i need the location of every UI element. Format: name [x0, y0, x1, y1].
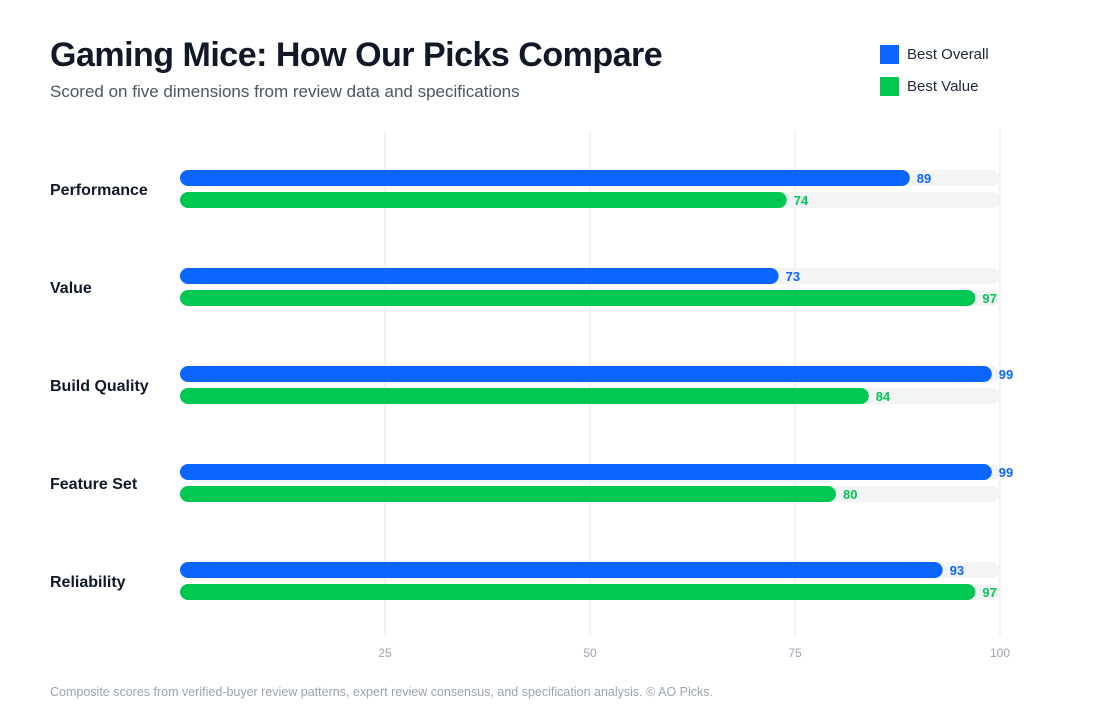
bar-best-overall: [180, 562, 943, 578]
legend-label: Best Overall: [907, 45, 989, 63]
bar-best-value: [180, 290, 976, 306]
bar-best-value: [180, 584, 976, 600]
bar-best-overall: [180, 366, 992, 382]
data-label: 97: [982, 291, 996, 306]
chart-title: Gaming Mice: How Our Picks Compare: [50, 36, 663, 74]
data-label: 97: [982, 585, 996, 600]
bar-best-overall: [180, 464, 992, 480]
data-label: 84: [876, 389, 891, 404]
data-label: 80: [843, 487, 857, 502]
bar-best-value: [180, 192, 787, 208]
category-label: Value: [50, 280, 92, 297]
data-label: 99: [999, 367, 1013, 382]
legend-label: Best Value: [907, 77, 979, 95]
data-label: 73: [786, 269, 800, 284]
data-label: 93: [950, 563, 964, 578]
category-label: Reliability: [50, 574, 126, 591]
x-tick-label: 25: [378, 646, 392, 660]
legend-swatch-best-overall: [880, 44, 899, 64]
bar-best-value: [180, 388, 869, 404]
x-tick-label: 50: [583, 646, 597, 660]
data-label: 99: [999, 465, 1013, 480]
bar-best-overall: [180, 268, 779, 284]
bar-best-overall: [180, 170, 910, 186]
legend-item-best-value: Best Value: [880, 76, 989, 96]
x-tick-label: 100: [990, 646, 1010, 660]
bar-best-value: [180, 486, 836, 502]
footer-note: Composite scores from verified-buyer rev…: [50, 685, 713, 699]
data-label: 74: [794, 193, 809, 208]
x-tick-label: 75: [788, 646, 802, 660]
legend: Best Overall Best Value: [880, 44, 989, 108]
category-label: Performance: [50, 182, 148, 199]
data-label: 89: [917, 171, 931, 186]
category-label: Build Quality: [50, 378, 149, 395]
chart-subtitle: Scored on five dimensions from review da…: [50, 82, 520, 101]
category-label: Feature Set: [50, 476, 138, 493]
legend-swatch-best-value: [880, 76, 899, 96]
legend-item-best-overall: Best Overall: [880, 44, 989, 64]
